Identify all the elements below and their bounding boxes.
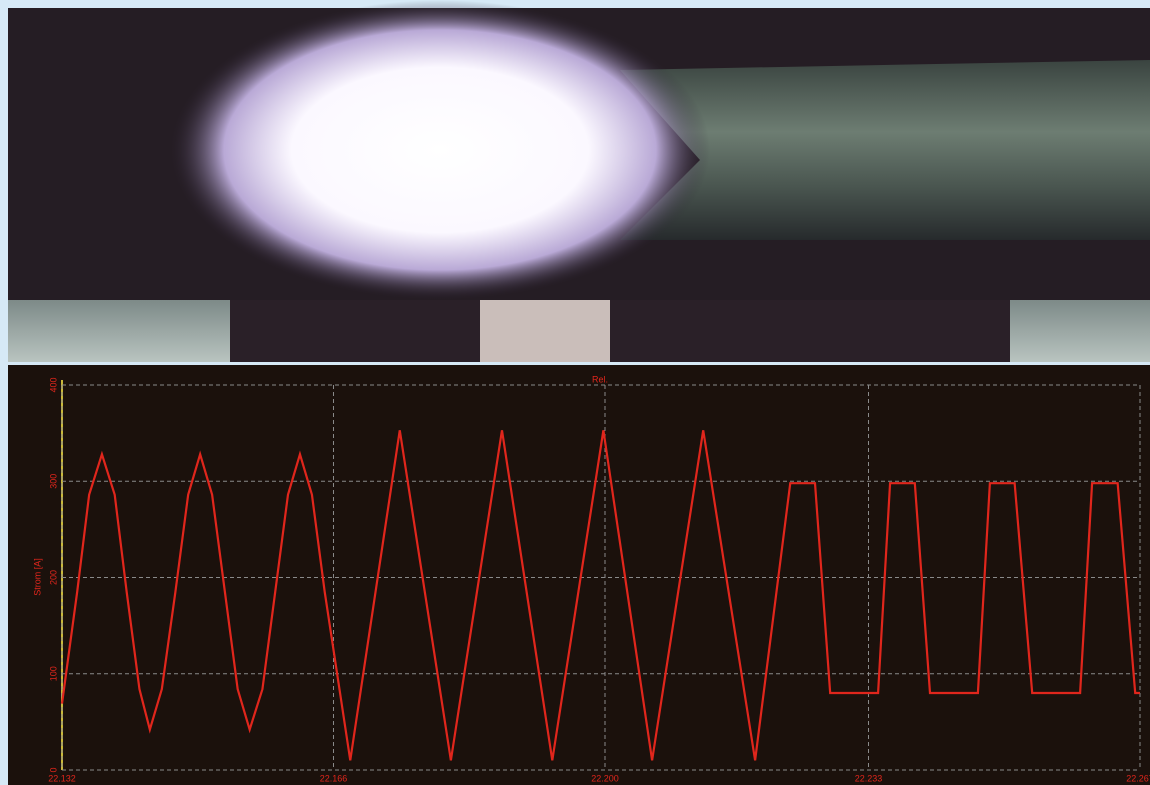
y-axis-label: Strom [A] — [32, 558, 42, 596]
y-tick-label: 400 — [48, 377, 58, 392]
x-tick-label: 22.132 — [48, 773, 76, 783]
x-tick-label: 22.233 — [855, 773, 883, 783]
photo-shadow — [230, 300, 1010, 362]
x-tick-label: 22.166 — [320, 773, 348, 783]
screen: Rel. Strom [A] 0 100 200 300 400 22.132 22.166… — [0, 0, 1150, 785]
chart-title: Rel. — [592, 374, 608, 384]
x-tick-label: 22.267 — [1126, 773, 1150, 783]
y-tick-label: 100 — [48, 666, 58, 681]
chart-panel — [8, 365, 1150, 785]
x-tick-label: 22.200 — [591, 773, 619, 783]
y-tick-label: 200 — [48, 570, 58, 585]
y-tick-label: 300 — [48, 474, 58, 489]
page: Rel. Strom [A] 0 100 200 300 400 22.132 22.166… — [0, 0, 1150, 785]
photo-arc-glow — [170, 0, 710, 300]
photo-reflection — [480, 300, 610, 362]
y-tick-label: 0 — [48, 767, 58, 772]
